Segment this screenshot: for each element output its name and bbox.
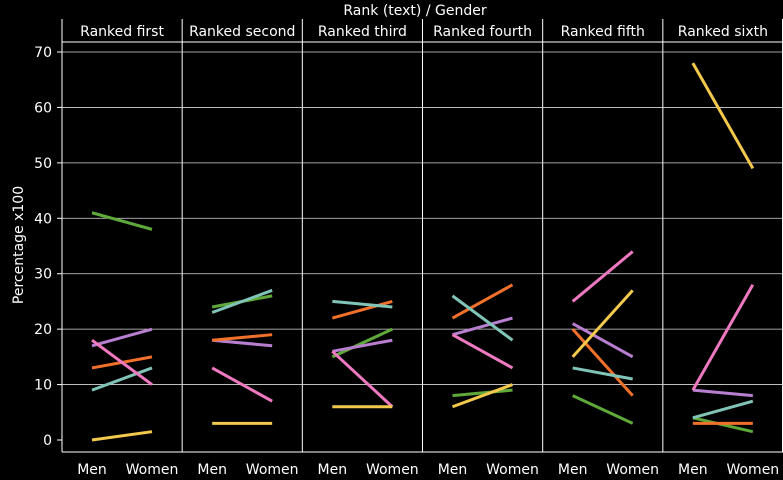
series-5-line-5: [571, 250, 634, 303]
x-tick-label: Women: [486, 462, 539, 478]
y-tick-label: 70: [34, 45, 52, 61]
panel-header: Ranked fifth: [561, 24, 645, 40]
x-tick-label: Men: [77, 462, 107, 478]
series-2-line-3: [332, 338, 393, 353]
series-3-line-3: [331, 299, 393, 320]
y-tick-label: 10: [34, 378, 52, 394]
x-tick-label: Women: [366, 462, 419, 478]
series-4-line-6: [692, 399, 754, 420]
x-tick-label: Women: [726, 462, 779, 478]
series-4-line-5: [572, 366, 633, 381]
panel-header: Ranked second: [189, 24, 295, 40]
y-tick-label: 50: [34, 156, 52, 172]
chart-title: Rank (text) / Gender: [343, 3, 486, 19]
x-tick-label: Men: [558, 462, 588, 478]
series-2-line-2: [212, 338, 273, 348]
series-4-line-4: [451, 294, 514, 342]
y-tick-label: 60: [34, 100, 52, 116]
series-6-line-1: [91, 430, 153, 442]
x-tick-label: Men: [318, 462, 348, 478]
series-4-line-3: [332, 299, 393, 309]
y-tick-label: 20: [34, 322, 52, 338]
series-1-line-1: [91, 211, 153, 231]
series-5-line-4: [451, 333, 514, 370]
gridlines: [61, 19, 783, 452]
series-2-line-5: [571, 322, 634, 359]
series-3-line-5: [571, 328, 634, 397]
series-6-line-5: [571, 289, 634, 358]
series-3-line-2: [212, 333, 273, 342]
panel-header: Ranked fourth: [433, 24, 532, 40]
series-4-line-1: [91, 366, 153, 392]
x-tick-label: Men: [678, 462, 708, 478]
y-tick-label: 0: [43, 433, 52, 449]
panel-header: Ranked first: [80, 24, 164, 40]
series-5-line-6: [691, 284, 755, 391]
series-2-line-6: [692, 388, 753, 398]
x-tick-label: Women: [246, 462, 299, 478]
series-6-line-4: [451, 383, 514, 409]
x-tick-label: Men: [438, 462, 468, 478]
series-1-line-4: [452, 388, 513, 398]
y-tick-label: 40: [34, 211, 52, 227]
series-5-line-1: [91, 339, 153, 386]
y-axis-label: Percentage x100: [11, 186, 27, 304]
series-1-line-5: [572, 394, 634, 425]
panel-header: Ranked sixth: [678, 24, 768, 40]
series-4-line-2: [211, 288, 273, 314]
x-tick-label: Women: [126, 462, 179, 478]
series-6-line-6: [691, 62, 755, 170]
series-5-line-3: [331, 350, 394, 408]
series-5-line-2: [211, 366, 273, 403]
series-2-line-1: [91, 327, 153, 348]
x-tick-label: Men: [197, 462, 227, 478]
series-1-line-3: [331, 327, 393, 359]
x-tick-label: Women: [606, 462, 659, 478]
series-2-line-4: [452, 316, 513, 337]
axes: Ranked first Men Women Ranked second Men Wome…: [34, 24, 783, 478]
panel-header: Ranked third: [318, 24, 407, 40]
series-3-line-4: [451, 283, 514, 320]
series-lines: [91, 62, 755, 442]
y-tick-label: 30: [34, 267, 52, 283]
